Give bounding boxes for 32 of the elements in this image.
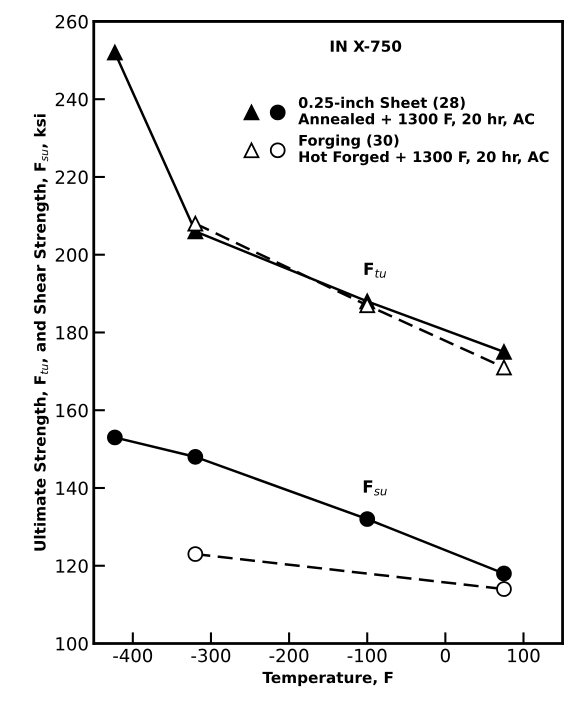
point [496, 566, 512, 582]
y-tick-label: 100 [56, 636, 88, 651]
y-axis-title: Ultimate Strength, F$_{tu}$, and Shear Strength, F$_{su}$, ksi [34, 114, 49, 551]
annotation: F$_{tu}$ [364, 262, 386, 278]
x-tick-label: -200 [269, 648, 308, 662]
point [107, 44, 123, 60]
y-tick-label: 160 [56, 404, 88, 418]
y-tick-label: 120 [56, 559, 88, 573]
y-tick-label: 140 [56, 481, 88, 496]
annotation: F$_{su}$ [364, 480, 387, 496]
legend-label: 0.25-inch Sheet (28) Annealed + 1300 F, 20 hr, AC [298, 96, 534, 126]
point [496, 360, 512, 376]
x-tick-label: 0 [440, 648, 450, 662]
point [187, 216, 204, 232]
y-tick-label: 240 [56, 92, 88, 106]
x-tick-label: -400 [113, 648, 152, 662]
point [187, 546, 204, 562]
point [359, 511, 376, 527]
x-tick-label: -300 [191, 648, 230, 662]
y-tick-label: 200 [56, 248, 88, 262]
y-tick-label: 180 [56, 326, 88, 340]
legend-label: Forging (30) Hot Forged + 1300 F, 20 hr, AC [299, 134, 549, 166]
point [107, 430, 123, 446]
x-tick-label: 100 [508, 648, 540, 662]
x-tick-label: -100 [348, 648, 387, 662]
x-axis-title: Temperature, F [262, 672, 393, 686]
point [496, 581, 512, 597]
y-tick-label: 260 [56, 14, 88, 29]
y-tick-label: 220 [56, 170, 88, 184]
text: IN X-750 [330, 40, 402, 52]
point [496, 344, 512, 360]
point [187, 449, 204, 465]
